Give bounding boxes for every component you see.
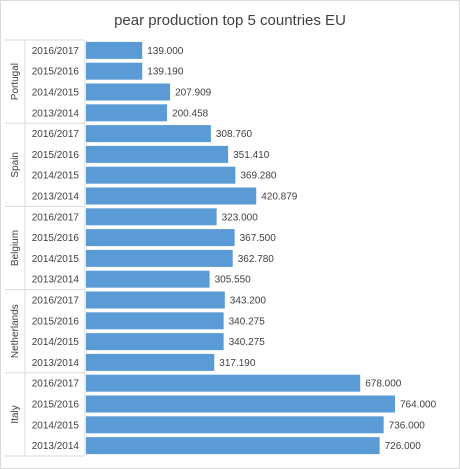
value-label: 351.410 bbox=[233, 150, 270, 161]
category-label: 2013/2014 bbox=[32, 441, 80, 452]
bar bbox=[86, 374, 361, 392]
bar bbox=[86, 145, 229, 163]
value-label: 367.500 bbox=[240, 233, 277, 244]
category-label: 2015/2016 bbox=[32, 150, 80, 161]
value-label: 139.190 bbox=[147, 67, 184, 78]
value-label: 200.458 bbox=[172, 108, 209, 119]
value-label: 207.909 bbox=[175, 88, 212, 99]
category-label: 2015/2016 bbox=[32, 316, 80, 327]
value-label: 139.000 bbox=[147, 46, 184, 57]
category-label: 2013/2014 bbox=[32, 108, 80, 119]
category-label: 2014/2015 bbox=[32, 254, 80, 265]
bar bbox=[86, 166, 236, 184]
category-label: 2016/2017 bbox=[32, 129, 80, 140]
bar bbox=[86, 208, 217, 226]
category-label: 2013/2014 bbox=[32, 358, 80, 369]
value-label: 323.000 bbox=[222, 212, 259, 223]
category-label: 2014/2015 bbox=[32, 420, 80, 431]
group-label: Spain bbox=[10, 152, 21, 178]
value-label: 420.879 bbox=[261, 192, 298, 203]
bar bbox=[86, 312, 224, 330]
value-label: 340.275 bbox=[229, 337, 266, 348]
value-label: 362.780 bbox=[238, 254, 275, 265]
category-label: 2013/2014 bbox=[32, 275, 80, 286]
value-label: 764.000 bbox=[400, 400, 437, 411]
chart-title: pear production top 5 countries EU bbox=[114, 12, 346, 29]
bar bbox=[86, 62, 143, 80]
category-label: 2016/2017 bbox=[32, 379, 80, 390]
value-label: 340.275 bbox=[229, 316, 266, 327]
value-label: 308.760 bbox=[216, 129, 253, 140]
bar bbox=[86, 291, 225, 309]
category-label: 2015/2016 bbox=[32, 67, 80, 78]
value-label: 317.190 bbox=[219, 358, 256, 369]
bar bbox=[86, 187, 257, 205]
category-label: 2014/2015 bbox=[32, 171, 80, 182]
category-label: 2016/2017 bbox=[32, 296, 80, 307]
value-label: 305.550 bbox=[215, 275, 252, 286]
category-label: 2016/2017 bbox=[32, 46, 80, 57]
value-label: 678.000 bbox=[365, 379, 402, 390]
bar bbox=[86, 333, 224, 351]
bar bbox=[86, 104, 168, 122]
bar bbox=[86, 125, 211, 143]
category-label: 2013/2014 bbox=[32, 192, 80, 203]
bar bbox=[86, 270, 210, 288]
group-label: Netherlands bbox=[10, 304, 21, 358]
bar bbox=[86, 416, 384, 434]
value-label: 736.000 bbox=[389, 420, 426, 431]
group-label: Italy bbox=[10, 405, 21, 423]
value-label: 726.000 bbox=[385, 441, 422, 452]
plot-area: Portugal 2016/2017 139.000 2015/2016 139.190… bbox=[5, 39, 437, 457]
bar bbox=[86, 353, 215, 371]
category-label: 2014/2015 bbox=[32, 88, 80, 99]
value-label: 369.280 bbox=[240, 171, 277, 182]
bar bbox=[86, 437, 380, 455]
value-label: 343.200 bbox=[230, 296, 267, 307]
bar bbox=[86, 83, 171, 101]
bar bbox=[86, 395, 395, 413]
bar bbox=[86, 41, 143, 59]
category-label: 2015/2016 bbox=[32, 233, 80, 244]
category-label: 2016/2017 bbox=[32, 212, 80, 223]
bar bbox=[86, 249, 233, 267]
bar bbox=[86, 229, 235, 247]
group-label: Portugal bbox=[10, 63, 21, 100]
category-label: 2015/2016 bbox=[32, 400, 80, 411]
category-label: 2014/2015 bbox=[32, 337, 80, 348]
group-label: Belgium bbox=[10, 230, 21, 266]
